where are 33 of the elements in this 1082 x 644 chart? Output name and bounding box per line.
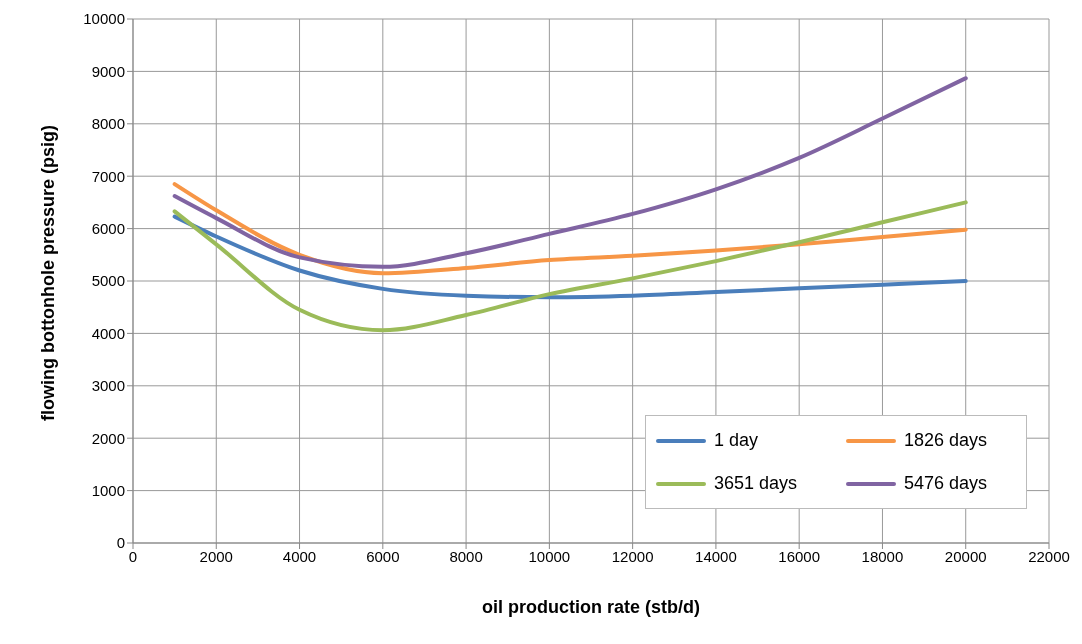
legend-label: 3651 days xyxy=(714,473,798,494)
x-tick-label: 14000 xyxy=(695,547,737,565)
line-series xyxy=(172,182,968,276)
line-series xyxy=(172,214,968,300)
y-tick-label: 3000 xyxy=(91,377,125,395)
x-tick-label: 16000 xyxy=(778,547,821,565)
y-tick-label: 10000 xyxy=(83,10,125,28)
y-tick-label: 9000 xyxy=(91,62,125,80)
y-tick-label: 6000 xyxy=(91,219,125,237)
legend-label: 1 day xyxy=(714,430,759,451)
legend-label: 1826 days xyxy=(904,430,988,451)
x-tick-label: 0 xyxy=(128,547,138,565)
x-tick-label: 12000 xyxy=(611,547,654,565)
x-tick-label: 8000 xyxy=(449,547,483,565)
y-axis-title: flowing bottonhole pressure (psig) xyxy=(38,125,59,421)
line-series xyxy=(172,76,968,269)
y-tick-label: 1000 xyxy=(91,481,125,499)
x-tick-label: 10000 xyxy=(528,547,571,565)
x-tick-label: 2000 xyxy=(199,547,233,565)
y-tick-label: 7000 xyxy=(91,167,125,185)
x-tick-label: 4000 xyxy=(282,547,317,565)
x-axis-title: oil production rate (stb/d) xyxy=(482,597,700,617)
x-tick-label: 20000 xyxy=(944,547,987,565)
y-tick-label: 8000 xyxy=(91,115,125,133)
y-tick-label: 5000 xyxy=(91,272,125,290)
x-tick-label: 22000 xyxy=(1028,547,1070,565)
y-tick-label: 0 xyxy=(116,534,125,552)
line-series xyxy=(172,200,968,333)
legend-label: 5476 days xyxy=(904,473,988,494)
x-tick-label: 6000 xyxy=(366,547,400,565)
x-tick-label: 18000 xyxy=(861,547,904,565)
y-tick-label: 2000 xyxy=(91,429,125,447)
y-tick-label: 4000 xyxy=(91,324,125,342)
